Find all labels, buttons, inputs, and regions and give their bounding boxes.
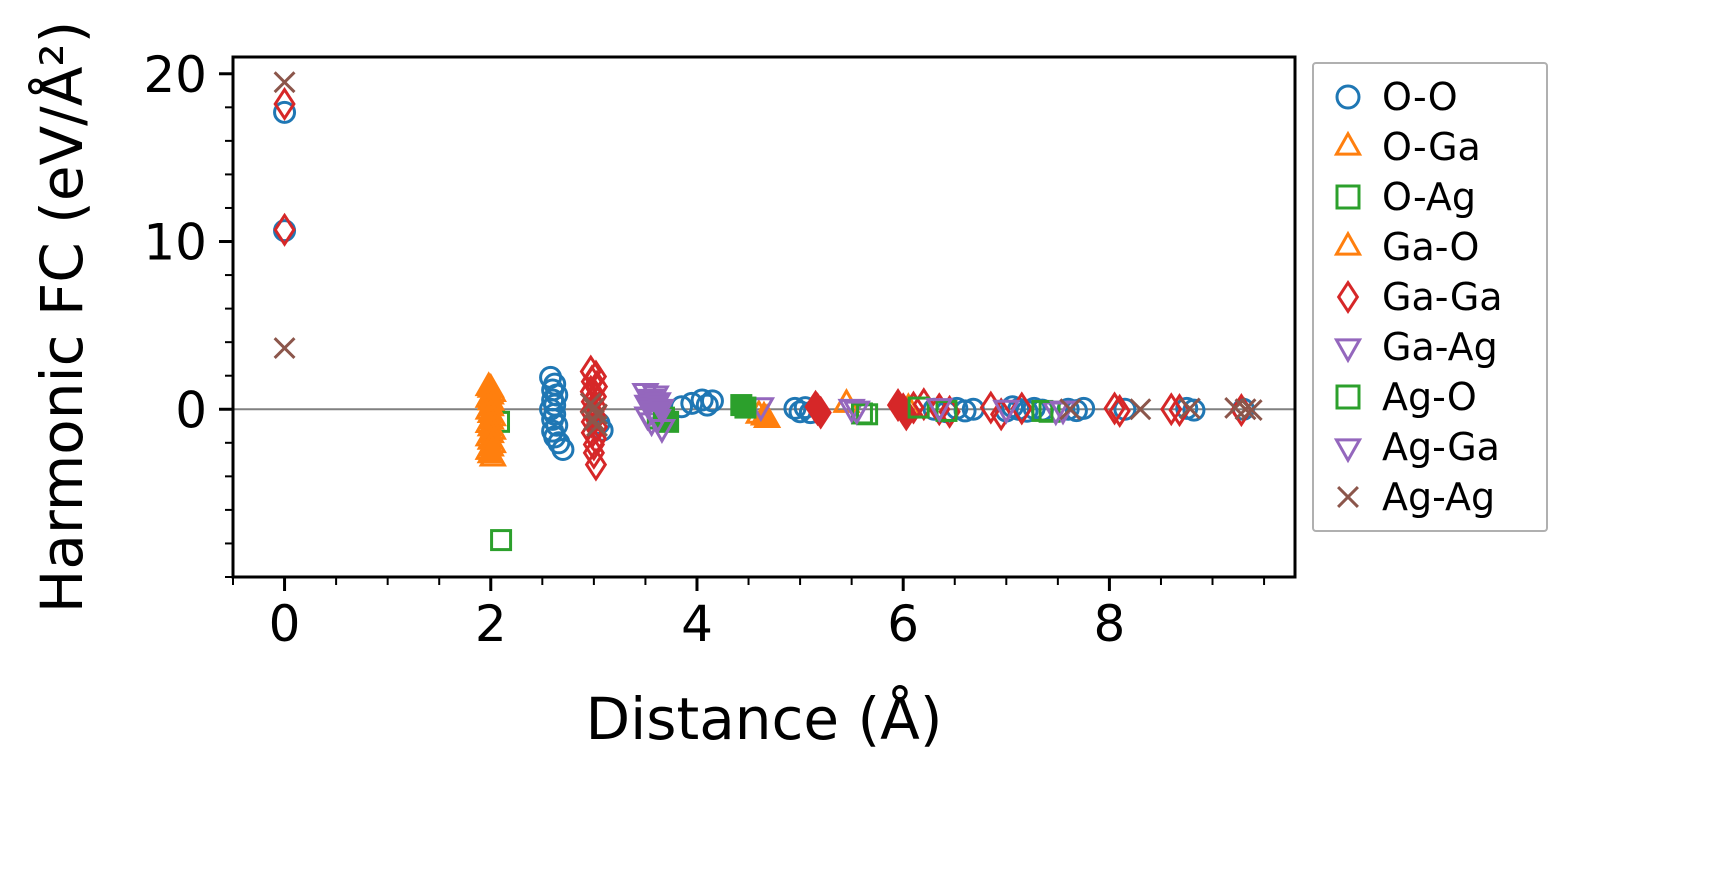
data-point — [1103, 391, 1126, 426]
legend-marker-square-icon — [1335, 184, 1361, 210]
data-point — [734, 396, 757, 419]
data-point — [541, 407, 565, 431]
legend-marker-x-icon — [1337, 486, 1359, 508]
data-point — [584, 447, 608, 482]
data-point — [273, 100, 297, 124]
legend-item: O-Ga — [1314, 122, 1546, 172]
data-point — [1337, 486, 1359, 508]
data-point — [1234, 398, 1257, 421]
data-point — [551, 438, 575, 462]
data-point — [1178, 397, 1201, 420]
series-ga-o — [476, 372, 923, 464]
data-point — [806, 392, 829, 427]
x-axis-label: Distance (Å) — [585, 685, 943, 753]
x-tick-label: 6 — [887, 595, 919, 653]
legend-marker-triangle-down-icon — [1333, 338, 1363, 364]
data-point — [902, 390, 925, 425]
legend-label: O-Ga — [1382, 125, 1481, 169]
legend-label: Ga-O — [1382, 225, 1480, 269]
data-point — [582, 435, 606, 470]
data-point — [586, 415, 608, 437]
data-point — [992, 399, 1021, 425]
legend-label: Ga-Ga — [1382, 275, 1503, 319]
plot-frame — [231, 55, 1297, 579]
series-ag-ga — [641, 385, 1078, 444]
data-point — [1160, 392, 1183, 427]
data-point — [579, 354, 602, 389]
y-axis-label: Harmonic FC (eV/Å²) — [28, 20, 96, 614]
data-point — [1129, 398, 1152, 421]
data-point — [1059, 398, 1082, 421]
legend-label: O-O — [1382, 75, 1458, 119]
legend-marker-triangle-up-icon — [1333, 230, 1363, 256]
legend-item: Ga-Ag — [1314, 322, 1546, 372]
x-tick-label: 2 — [475, 595, 507, 653]
legend-label: Ag-Ga — [1382, 425, 1500, 469]
data-point — [1335, 184, 1361, 210]
data-point — [695, 393, 719, 417]
data-point — [842, 400, 871, 426]
data-point — [582, 409, 605, 432]
data-point — [273, 212, 296, 247]
legend-marker-square-icon — [1335, 384, 1361, 410]
legend-item: Ag-Ga — [1314, 422, 1546, 472]
data-point — [925, 398, 954, 423]
series-ag-ag — [273, 71, 1263, 437]
data-point — [647, 419, 677, 444]
data-point — [1240, 399, 1263, 422]
data-point — [273, 337, 296, 359]
data-point — [1333, 338, 1363, 364]
legend-item: Ag-Ag — [1314, 472, 1546, 522]
data-point — [935, 399, 958, 422]
legend-marker-triangle-down-icon — [1333, 438, 1363, 464]
data-point — [783, 396, 807, 420]
legend-item: O-O — [1314, 72, 1546, 122]
legend-item: Ga-Ga — [1314, 272, 1546, 322]
data-point — [273, 71, 296, 94]
data-point — [476, 438, 505, 464]
data-point — [690, 388, 714, 412]
data-point — [582, 427, 606, 462]
legend-item: O-Ag — [1314, 172, 1546, 222]
y-tick-label: 20 — [143, 46, 207, 104]
legend: O-O O-Ga O-Ag Ga-O Ga-Ga Ga-Ag Ag-O Ag-Ga Ag-Ag — [1312, 62, 1548, 532]
data-point — [490, 529, 513, 552]
data-point — [1336, 279, 1360, 315]
legend-label: O-Ag — [1382, 175, 1476, 219]
data-point — [1072, 396, 1096, 420]
legend-item: Ag-O — [1314, 372, 1546, 422]
data-point — [907, 396, 930, 419]
x-tick-label: 0 — [269, 595, 301, 653]
data-point — [1031, 399, 1054, 422]
data-point — [545, 413, 569, 437]
legend-label: Ag-Ag — [1382, 475, 1496, 519]
legend-label: Ag-O — [1382, 375, 1477, 419]
data-point — [580, 364, 603, 399]
y-tick-label: 0 — [175, 381, 207, 439]
x-tick-label: 8 — [1094, 595, 1126, 653]
data-point — [700, 389, 724, 413]
data-point — [1333, 438, 1363, 464]
data-point — [585, 369, 609, 404]
legend-marker-triangle-up-icon — [1333, 130, 1363, 156]
data-point — [1333, 230, 1363, 256]
x-tick-label: 4 — [681, 595, 713, 653]
data-point — [273, 86, 296, 122]
data-point — [1108, 393, 1131, 428]
data-point — [1333, 130, 1363, 156]
data-point — [990, 397, 1013, 432]
data-point — [1182, 398, 1206, 422]
legend-item: Ga-O — [1314, 222, 1546, 272]
y-tick-label: 10 — [143, 214, 207, 272]
data-point — [1335, 384, 1361, 410]
legend-marker-diamond-icon — [1336, 279, 1360, 315]
legend-marker-circle-icon — [1335, 84, 1361, 110]
data-point — [895, 397, 918, 432]
legend-label: Ga-Ag — [1382, 325, 1498, 369]
data-point — [1335, 84, 1361, 110]
